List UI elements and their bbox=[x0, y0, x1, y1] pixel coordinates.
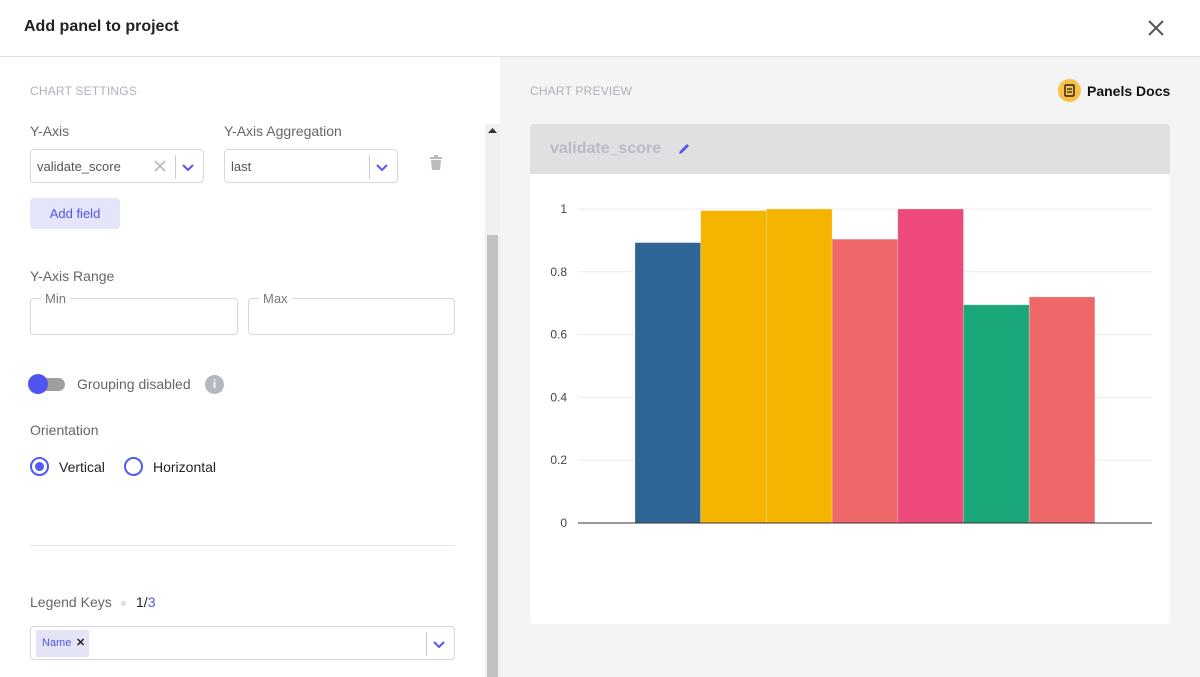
add-field-button[interactable]: Add field bbox=[30, 198, 120, 229]
bar[interactable] bbox=[831, 238, 899, 524]
clear-icon[interactable] bbox=[154, 160, 166, 172]
y-tick-label: 0 bbox=[560, 516, 567, 530]
edit-icon[interactable] bbox=[677, 142, 691, 156]
legend-keys-select[interactable]: Name ✕ bbox=[30, 626, 455, 660]
bar[interactable] bbox=[963, 304, 1030, 524]
scroll-up-icon[interactable] bbox=[488, 127, 497, 133]
bar[interactable] bbox=[897, 208, 964, 524]
legend-count: 1/3 bbox=[136, 594, 155, 610]
aggregation-select[interactable]: last bbox=[224, 149, 398, 183]
chart-settings-panel: CHART SETTINGS Y-Axis validate_score Y-A… bbox=[0, 57, 500, 677]
section-label: CHART PREVIEW bbox=[530, 84, 633, 98]
min-label: Min bbox=[41, 291, 70, 306]
grouping-toggle[interactable] bbox=[28, 374, 66, 394]
y-tick-label: 1 bbox=[560, 202, 567, 216]
y-axis-value: validate_score bbox=[37, 159, 121, 174]
remove-tag-icon[interactable]: ✕ bbox=[76, 637, 86, 649]
legend-selected-count: 1/ bbox=[136, 594, 148, 610]
radio-horizontal-label: Horizontal bbox=[153, 459, 217, 475]
radio-vertical-label: Vertical bbox=[59, 459, 105, 475]
radio-horizontal[interactable] bbox=[124, 457, 143, 476]
y-axis-range-label: Y-Axis Range bbox=[30, 268, 115, 284]
y-axis-label: Y-Axis bbox=[30, 123, 70, 139]
panels-docs-label: Panels Docs bbox=[1087, 83, 1171, 99]
scrollbar[interactable] bbox=[485, 124, 500, 677]
info-icon[interactable]: i bbox=[205, 375, 224, 394]
bar[interactable] bbox=[766, 208, 833, 524]
divider bbox=[30, 545, 455, 546]
radio-vertical[interactable] bbox=[30, 457, 49, 476]
section-label: CHART SETTINGS bbox=[30, 84, 138, 98]
bar-chart: 0 0.2 0.4 0.6 0.8 1 bbox=[550, 202, 1152, 530]
scrollbar-thumb[interactable] bbox=[487, 235, 498, 677]
chart-preview-panel: CHART PREVIEW Panels Docs validate_score… bbox=[500, 57, 1200, 677]
docs-icon bbox=[1058, 79, 1081, 102]
grouping-label: Grouping disabled bbox=[77, 376, 191, 392]
chart-header: validate_score bbox=[530, 124, 1170, 174]
legend-total-count: 3 bbox=[147, 594, 156, 610]
legend-keys-label: Legend Keys bbox=[30, 594, 112, 610]
chevron-down-icon[interactable] bbox=[432, 637, 446, 651]
y-tick-label: 0.4 bbox=[550, 390, 567, 404]
bar[interactable] bbox=[634, 242, 701, 524]
bar[interactable] bbox=[1028, 296, 1096, 524]
orientation-label: Orientation bbox=[30, 422, 99, 438]
max-label: Max bbox=[259, 291, 292, 306]
chart-title: validate_score bbox=[550, 140, 662, 157]
chart-card: validate_score 0 0.2 0.4 0.6 0.8 1 bbox=[530, 124, 1170, 624]
dialog-title: Add panel to project bbox=[24, 18, 179, 35]
min-input[interactable]: Min bbox=[30, 291, 238, 335]
trash-icon[interactable] bbox=[429, 155, 443, 171]
bar[interactable] bbox=[700, 210, 767, 524]
legend-tag: Name ✕ bbox=[36, 630, 89, 657]
close-icon[interactable] bbox=[1144, 16, 1168, 40]
max-input[interactable]: Max bbox=[248, 291, 455, 335]
chevron-down-icon[interactable] bbox=[375, 160, 389, 174]
aggregation-label: Y-Axis Aggregation bbox=[224, 123, 342, 139]
y-tick-label: 0.6 bbox=[550, 328, 567, 342]
y-axis-select[interactable]: validate_score bbox=[30, 149, 204, 183]
y-tick-label: 0.8 bbox=[550, 265, 567, 279]
aggregation-value: last bbox=[231, 159, 252, 174]
dot bbox=[121, 601, 126, 606]
chevron-down-icon[interactable] bbox=[181, 160, 195, 174]
y-tick-label: 0.2 bbox=[550, 453, 567, 467]
legend-tag-label: Name bbox=[42, 637, 72, 649]
dialog-header: Add panel to project bbox=[0, 0, 1200, 57]
